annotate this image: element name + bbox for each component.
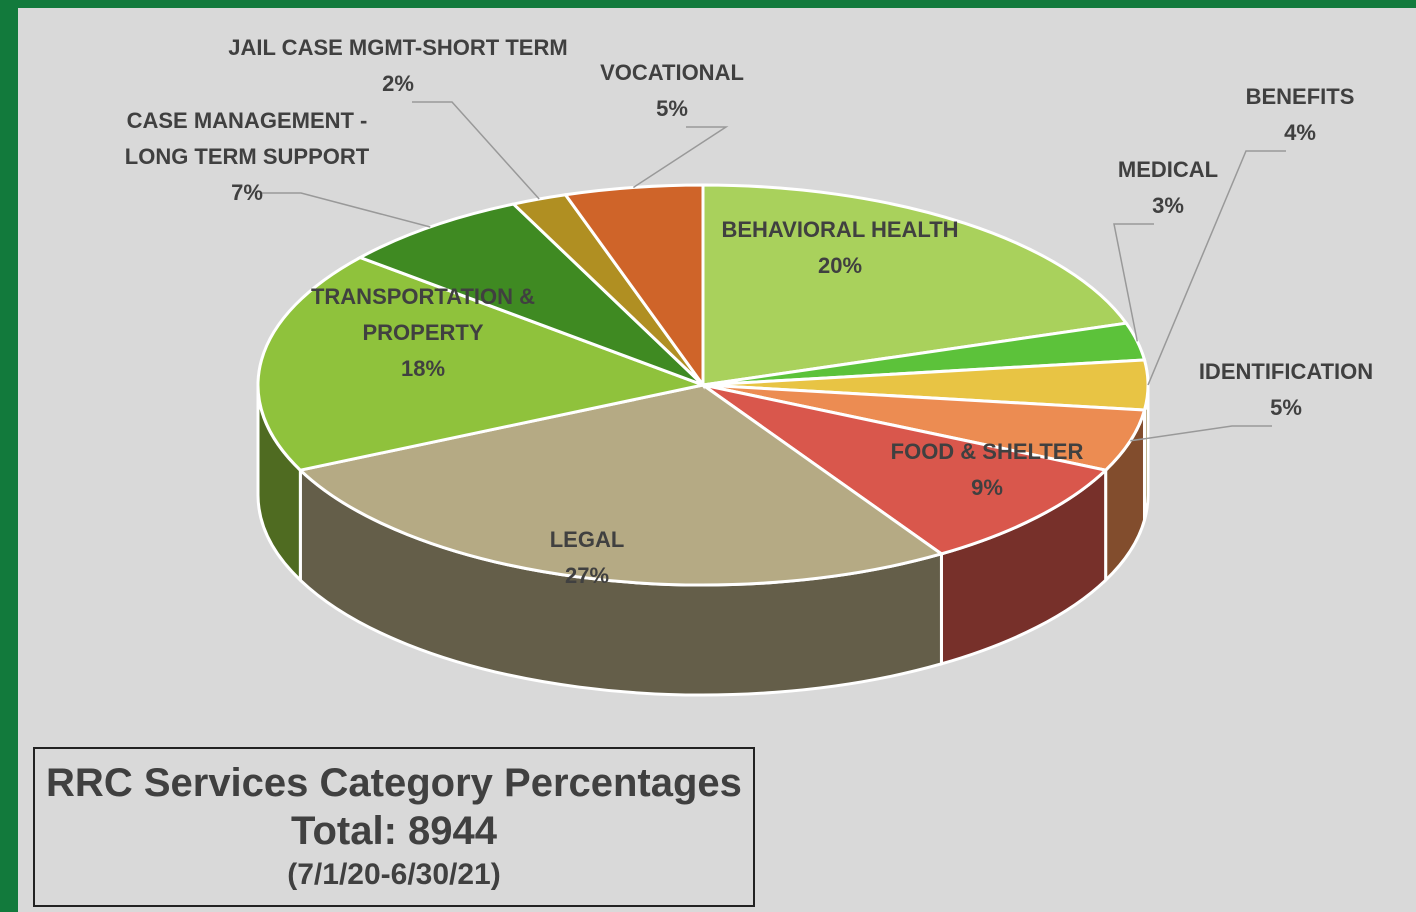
- slice: [356, 202, 705, 387]
- value-label: 9%: [971, 475, 1003, 500]
- data-label: MEDICAL 3%: [1068, 152, 1268, 224]
- category-label: TRANSPORTATION & PROPERTY: [310, 284, 536, 345]
- value-label: 20%: [817, 253, 863, 278]
- data-label: BENEFITS 4%: [1200, 79, 1400, 151]
- data-label: TRANSPORTATION & PROPERTY 18%: [298, 279, 548, 387]
- value-label: 3%: [1152, 193, 1184, 218]
- title-box: RRC Services Category Percentages Total:…: [33, 747, 755, 907]
- data-label: IDENTIFICATION 5%: [1156, 354, 1416, 426]
- category-label: VOCATIONAL: [600, 60, 744, 85]
- value-label: 5%: [656, 96, 688, 121]
- value-label: 5%: [1270, 395, 1302, 420]
- leader-line: [412, 101, 540, 200]
- leader-line: [1147, 150, 1286, 386]
- value-label: 18%: [400, 356, 446, 381]
- data-label: LEGAL 27%: [487, 522, 687, 594]
- category-label: BEHAVIORAL HEALTH: [721, 217, 959, 242]
- data-label: FOOD & SHELTER 9%: [857, 434, 1117, 506]
- slice: [562, 183, 705, 390]
- slice: [297, 383, 945, 587]
- leader-line: [1113, 223, 1154, 342]
- value-label: 7%: [231, 180, 263, 205]
- data-label: VOCATIONAL 5%: [562, 55, 782, 127]
- category-label: MEDICAL: [1117, 157, 1219, 182]
- slice: [702, 383, 1109, 556]
- category-label: JAIL CASE MGMT-SHORT TERM: [228, 35, 568, 60]
- value-label: 2%: [382, 71, 414, 96]
- value-label: 27%: [564, 563, 610, 588]
- data-label: JAIL CASE MGMT-SHORT TERM 2%: [208, 30, 588, 102]
- chart-title: RRC Services Category Percentages: [46, 761, 742, 805]
- leader-line: [261, 192, 431, 228]
- leader-line: [1130, 425, 1272, 442]
- slice: [256, 255, 709, 472]
- category-label: IDENTIFICATION: [1198, 359, 1374, 384]
- date-range: (7/1/20-6/30/21): [287, 858, 501, 891]
- slice: [701, 183, 1129, 387]
- category-label: CASE MANAGEMENT - LONG TERM SUPPORT: [124, 108, 370, 169]
- data-label: CASE MANAGEMENT - LONG TERM SUPPORT 7%: [112, 103, 382, 211]
- chart-subtitle: Total: 8944: [291, 809, 497, 853]
- value-label: 4%: [1284, 120, 1316, 145]
- category-label: LEGAL: [549, 527, 625, 552]
- category-label: BENEFITS: [1245, 84, 1355, 109]
- category-label: FOOD & SHELTER: [890, 439, 1084, 464]
- data-label: BEHAVIORAL HEALTH 20%: [690, 212, 990, 284]
- leader-line: [632, 126, 729, 189]
